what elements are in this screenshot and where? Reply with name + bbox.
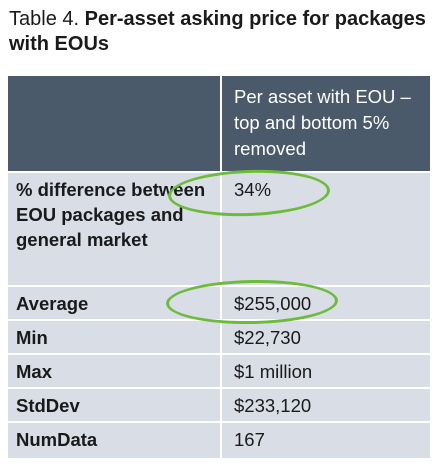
row-value: $233,120 (234, 395, 312, 416)
table-row: Max $1 million (8, 355, 430, 389)
row-label: Average (16, 293, 89, 314)
row-value: $22,730 (234, 327, 301, 348)
row-label: NumData (16, 429, 98, 450)
header-corner-cell (8, 76, 222, 171)
row-label-cell: NumData (8, 423, 222, 458)
table-row: StdDev $233,120 (8, 389, 430, 423)
data-table: Per asset with EOU – top and bottom 5% r… (8, 76, 430, 458)
row-label: % difference between EOU packages and ge… (16, 179, 206, 250)
row-value-cell: 34% (222, 173, 430, 285)
row-label-cell: StdDev (8, 389, 222, 421)
row-label-cell: Min (8, 321, 222, 353)
row-value: 34% (234, 179, 272, 200)
header-column-label: Per asset with EOU – top and bottom 5% r… (234, 86, 411, 159)
table-header: Per asset with EOU – top and bottom 5% r… (8, 76, 430, 173)
table-caption: Table 4. Per-asset asking price for pack… (9, 7, 429, 57)
table-row: Average $255,000 (8, 287, 430, 321)
row-value-cell: $233,120 (222, 389, 430, 421)
row-value-cell: $22,730 (222, 321, 430, 353)
caption-title: Per-asset asking price for packages with… (9, 8, 426, 55)
row-value: $1 million (234, 361, 313, 382)
row-value: $255,000 (234, 293, 312, 314)
row-value-cell: $1 million (222, 355, 430, 387)
row-label-cell: Average (8, 287, 222, 319)
row-label-cell: Max (8, 355, 222, 387)
table-row: % difference between EOU packages and ge… (8, 173, 430, 287)
row-label: StdDev (16, 395, 80, 416)
caption-table-number: Table 4. (9, 8, 80, 30)
row-value-cell: 167 (222, 423, 430, 458)
row-label: Max (16, 361, 52, 382)
row-label-cell: % difference between EOU packages and ge… (8, 173, 222, 285)
row-value: 167 (234, 429, 265, 450)
row-value-cell: $255,000 (222, 287, 430, 319)
row-label: Min (16, 327, 48, 348)
table-row: NumData 167 (8, 423, 430, 458)
table-row: Min $22,730 (8, 321, 430, 355)
